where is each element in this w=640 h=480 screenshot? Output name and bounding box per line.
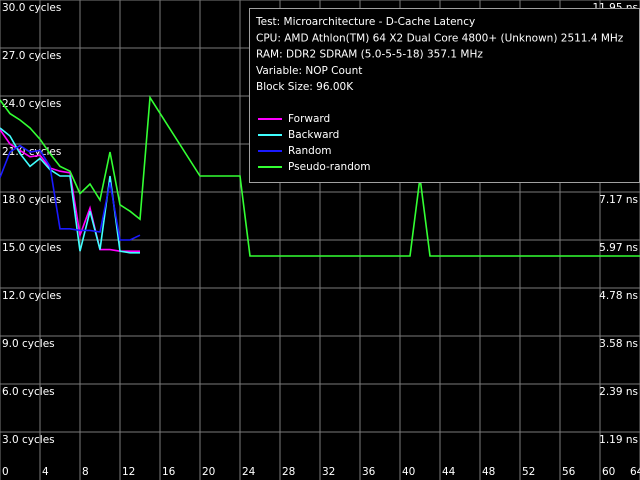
y-tick-label: 6.0 cycles <box>2 386 55 398</box>
y-tick-label: 12.0 cycles <box>2 290 61 302</box>
x-tick-label: 48 <box>482 466 495 478</box>
x-tick-label: 56 <box>562 466 576 478</box>
x-tick-label: 4 <box>42 466 49 478</box>
x-tick-label: 52 <box>522 466 535 478</box>
x-tick-label: 40 <box>402 466 415 478</box>
info-line: Variable: NOP Count <box>256 65 362 77</box>
y2-tick-label: 3.58 ns <box>599 338 638 350</box>
x-tick-label: 32 <box>322 466 335 478</box>
x-tick-label: 0 <box>2 466 9 478</box>
y-tick-label: 24.0 cycles <box>2 98 61 110</box>
x-tick-label: 20 <box>202 466 215 478</box>
y-tick-label: 27.0 cycles <box>2 50 61 62</box>
y2-tick-label: 1.19 ns <box>599 434 638 446</box>
x-tick-label: 28 <box>282 466 295 478</box>
legend-label: Pseudo-random <box>288 161 371 173</box>
y2-tick-label: 7.17 ns <box>599 194 638 206</box>
info-line: Test: Microarchitecture - D-Cache Latenc… <box>255 16 475 28</box>
x-tick-label: 16 <box>162 466 176 478</box>
series-line <box>0 144 141 241</box>
y2-tick-label: 4.78 ns <box>599 290 638 302</box>
legend-label: Forward <box>288 113 330 125</box>
y-tick-label: 18.0 cycles <box>2 194 61 206</box>
legend-label: Random <box>288 145 331 157</box>
y2-tick-label: 5.97 ns <box>599 242 638 254</box>
x-tick-label: 8 <box>82 466 89 478</box>
info-line: RAM: DDR2 SDRAM (5.0-5-5-18) 357.1 MHz <box>256 49 483 61</box>
y-tick-label: 9.0 cycles <box>2 338 55 350</box>
x-tick-label: 44 <box>442 466 456 478</box>
x-tick-label: 12 <box>122 466 135 478</box>
y-tick-label: 15.0 cycles <box>2 242 61 254</box>
y-tick-label: 30.0 cycles <box>2 2 61 14</box>
y2-tick-label: 2.39 ns <box>599 386 638 398</box>
info-line: Block Size: 96.00K <box>256 81 354 93</box>
legend-label: Backward <box>288 129 339 141</box>
x-tick-label: 24 <box>242 466 256 478</box>
y-tick-label: 3.0 cycles <box>2 434 55 446</box>
series-line <box>0 127 140 254</box>
x-tick-label: 64 <box>630 466 640 478</box>
x-tick-label: 60 <box>602 466 615 478</box>
info-line: CPU: AMD Athlon(TM) 64 X2 Dual Core 4800… <box>256 32 624 44</box>
series-line <box>0 95 640 257</box>
x-tick-label: 36 <box>362 466 376 478</box>
